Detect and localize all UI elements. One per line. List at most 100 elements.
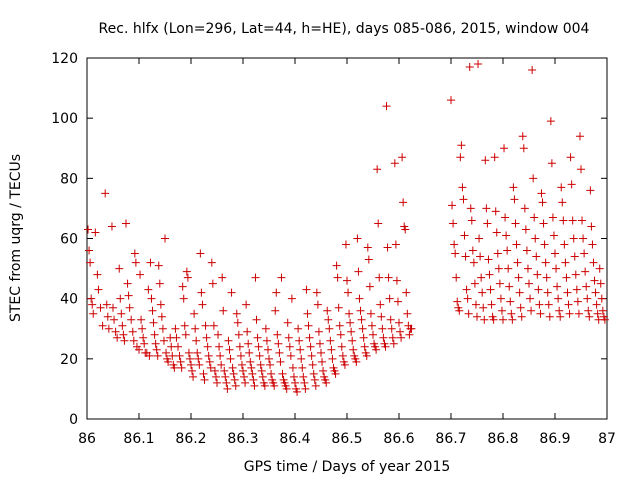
data-point [273, 330, 282, 339]
data-point [508, 315, 517, 324]
data-point [289, 372, 298, 381]
data-point [515, 288, 524, 297]
data-point [185, 354, 194, 363]
data-point [138, 324, 147, 333]
data-point [479, 303, 488, 312]
data-point [367, 321, 376, 330]
data-point [253, 333, 262, 342]
data-point [545, 312, 554, 321]
data-point [546, 117, 555, 126]
data-point [170, 363, 179, 372]
data-point [318, 357, 327, 366]
data-point [484, 255, 493, 264]
data-point [307, 351, 316, 360]
data-point [470, 279, 479, 288]
data-point [530, 213, 539, 222]
data-point [538, 198, 547, 207]
data-point [500, 144, 509, 153]
data-point [135, 345, 143, 354]
data-point [244, 339, 253, 348]
data-point [489, 315, 498, 324]
data-point [187, 360, 195, 369]
data-point [344, 288, 353, 297]
data-point [388, 333, 397, 342]
data-point [308, 360, 317, 369]
data-point [473, 312, 481, 321]
data-point [474, 60, 483, 69]
data-point [598, 306, 607, 315]
data-point [312, 288, 321, 297]
data-point [232, 309, 241, 318]
data-point [294, 324, 303, 333]
data-point [171, 324, 180, 333]
data-point [341, 240, 350, 249]
data-point [275, 348, 284, 357]
data-point [496, 294, 505, 303]
data-point [235, 342, 244, 351]
data-point [581, 267, 590, 276]
data-point [346, 318, 355, 327]
data-point [405, 330, 414, 339]
data-point [450, 240, 459, 249]
data-point [104, 324, 113, 333]
data-point [236, 351, 245, 360]
data-point [347, 327, 356, 336]
data-point [249, 375, 258, 384]
data-point [519, 144, 528, 153]
data-point [125, 303, 134, 312]
data-point [297, 354, 306, 363]
data-point [448, 201, 457, 210]
data-point [389, 339, 398, 348]
data-point [506, 297, 515, 306]
data-point [204, 351, 213, 360]
data-point [240, 372, 249, 381]
data-point [145, 351, 154, 360]
data-point [324, 315, 333, 324]
data-point [211, 372, 220, 381]
data-point [533, 270, 542, 279]
y-axis-label: STEC from uqrg / TECUs [8, 154, 24, 322]
data-point [595, 264, 604, 273]
data-point [463, 294, 472, 303]
data-point [475, 234, 484, 243]
data-point [194, 354, 203, 363]
data-point [276, 357, 285, 366]
data-point [373, 165, 382, 174]
data-point [452, 273, 461, 282]
data-point [188, 366, 197, 375]
data-point [179, 294, 188, 303]
data-point [196, 249, 205, 258]
data-point [298, 363, 307, 372]
data-point [337, 342, 346, 351]
data-point [271, 306, 280, 315]
data-point [583, 294, 592, 303]
data-point [510, 195, 519, 204]
data-point [219, 306, 228, 315]
data-point [379, 333, 388, 342]
data-point [572, 285, 581, 294]
data-point [241, 378, 250, 387]
data-point [314, 327, 323, 336]
data-point [523, 264, 532, 273]
data-point [258, 372, 267, 381]
data-point [491, 207, 500, 216]
data-point [177, 363, 186, 372]
x-axis-label: GPS time / Days of year 2015 [244, 459, 451, 475]
data-point [333, 273, 342, 282]
data-point [301, 384, 310, 393]
data-point [146, 258, 155, 267]
data-point [220, 366, 229, 375]
data-point [245, 348, 254, 357]
data-point [591, 288, 600, 297]
data-point [467, 216, 476, 225]
data-point [189, 372, 198, 381]
data-point [348, 336, 357, 345]
data-point [462, 285, 471, 294]
data-point [483, 219, 492, 228]
data-point [543, 288, 552, 297]
data-point [372, 345, 381, 354]
data-point [487, 300, 496, 309]
data-point [98, 321, 107, 330]
data-point [128, 327, 137, 336]
data-point [469, 258, 478, 267]
